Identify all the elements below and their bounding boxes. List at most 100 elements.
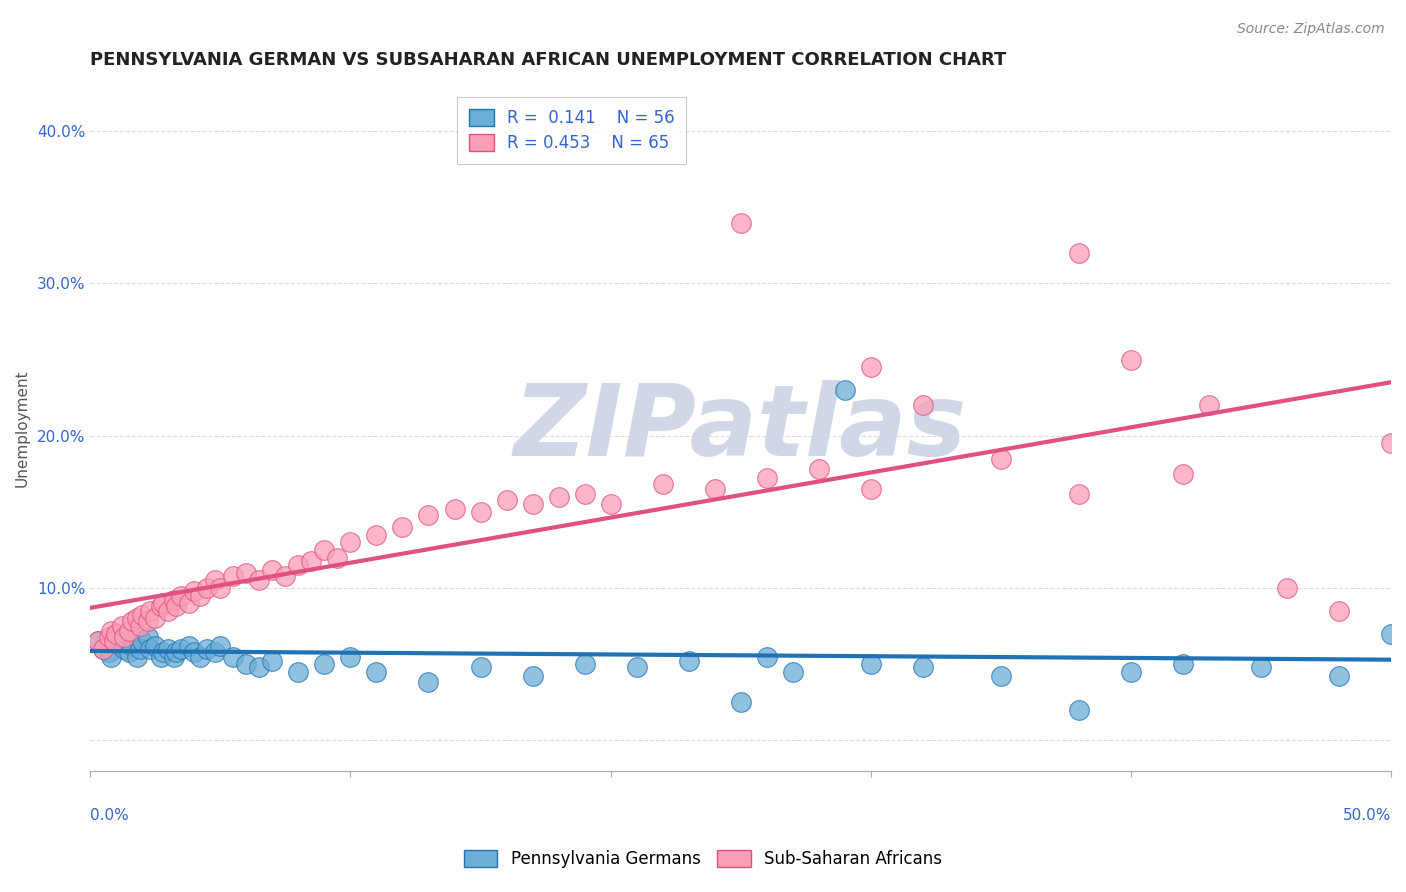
Point (118, 624, 141, 638)
Point (97, 630, 120, 644)
Point (136, 615, 159, 629)
Point (730, 695, 752, 709)
Point (626, 660, 648, 674)
Point (118, 645, 141, 659)
Point (112, 630, 135, 644)
Point (188, 649, 211, 664)
Point (222, 569, 245, 583)
Point (391, 520, 413, 534)
Point (859, 657, 882, 672)
Point (87, 634, 110, 648)
Point (782, 665, 804, 679)
Point (183, 584, 205, 599)
Point (139, 604, 162, 618)
Point (299, 553, 322, 567)
Point (859, 482, 882, 496)
Point (91, 641, 114, 656)
Point (1379, 436, 1402, 450)
Point (574, 657, 596, 672)
Point (1119, 665, 1142, 679)
Point (87, 634, 110, 648)
Point (522, 497, 544, 511)
Point (91, 641, 114, 656)
Point (314, 657, 336, 672)
Point (170, 589, 193, 603)
Point (121, 639, 143, 653)
Point (859, 360, 882, 375)
Point (143, 639, 166, 653)
Point (366, 665, 388, 679)
Point (222, 649, 245, 664)
Point (162, 649, 184, 664)
Point (834, 383, 856, 397)
Point (990, 451, 1012, 466)
Point (1067, 703, 1090, 717)
Point (103, 634, 125, 648)
Point (100, 624, 122, 638)
Point (1275, 581, 1298, 595)
Point (112, 641, 135, 656)
Point (547, 490, 569, 504)
Legend: Pennsylvania Germans, Sub-Saharan Africans: Pennsylvania Germans, Sub-Saharan Africa… (457, 843, 949, 875)
Point (262, 563, 284, 577)
Point (131, 608, 153, 623)
Point (139, 641, 162, 656)
Point (807, 462, 830, 476)
Point (990, 669, 1012, 683)
Point (911, 660, 934, 674)
Point (149, 599, 172, 614)
Point (157, 604, 180, 618)
Point (274, 569, 297, 583)
Point (209, 581, 232, 595)
Point (103, 630, 125, 644)
Point (209, 639, 232, 653)
Text: 50.0%: 50.0% (1343, 808, 1391, 823)
Point (339, 649, 361, 664)
Point (1379, 626, 1402, 640)
Point (204, 645, 226, 659)
Point (127, 611, 149, 625)
Point (418, 508, 440, 522)
Point (152, 596, 174, 610)
Point (703, 482, 725, 496)
Point (287, 558, 309, 573)
Point (339, 535, 361, 549)
Point (1119, 352, 1142, 367)
Point (127, 649, 149, 664)
Point (235, 566, 257, 580)
Point (366, 527, 388, 541)
Point (1198, 398, 1220, 412)
Point (418, 675, 440, 690)
Point (1067, 486, 1090, 500)
Point (183, 645, 205, 659)
Point (755, 471, 778, 485)
Point (470, 505, 492, 519)
Point (247, 660, 270, 674)
Point (235, 657, 257, 672)
Text: ZIPatlas: ZIPatlas (515, 380, 967, 476)
Point (131, 634, 153, 648)
Point (128, 619, 150, 633)
Point (599, 497, 621, 511)
Point (1327, 604, 1350, 618)
Point (204, 574, 226, 588)
Point (678, 654, 700, 668)
Point (105, 626, 128, 640)
Point (314, 543, 336, 558)
Point (165, 645, 187, 659)
Point (1250, 660, 1272, 674)
Point (574, 486, 596, 500)
Point (188, 589, 211, 603)
Point (128, 641, 150, 656)
Point (911, 398, 934, 412)
Point (755, 649, 778, 664)
Point (651, 477, 673, 491)
Point (1067, 246, 1090, 260)
Point (149, 649, 172, 664)
Point (152, 645, 174, 659)
Point (143, 611, 166, 625)
Point (157, 641, 180, 656)
Point (136, 630, 159, 644)
Point (262, 654, 284, 668)
Point (730, 215, 752, 229)
